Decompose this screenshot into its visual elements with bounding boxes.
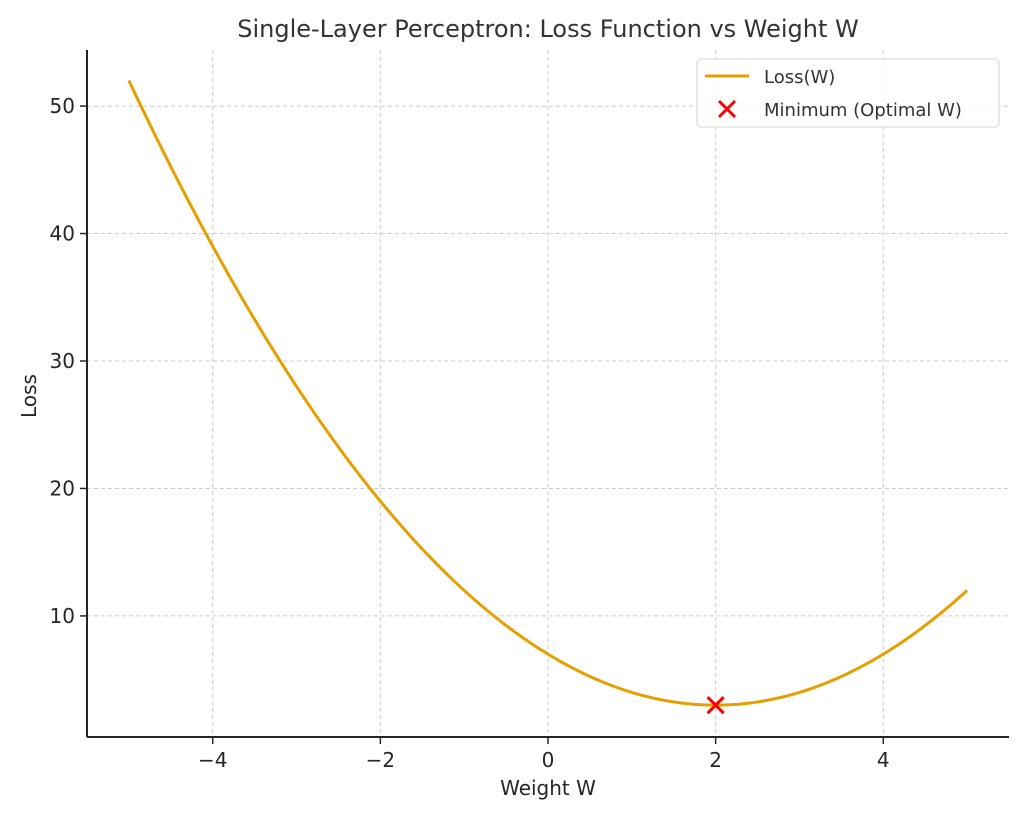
x-tick-label: −4 <box>198 748 227 772</box>
y-tick-label: 50 <box>50 94 75 118</box>
plot-area <box>127 79 969 715</box>
y-tick-label: 30 <box>50 349 75 373</box>
x-tick-label: 2 <box>709 748 722 772</box>
axes: −4 −2 0 2 4 10 20 30 40 50 <box>50 50 1009 772</box>
grid <box>87 50 1009 737</box>
minimum-marker <box>706 696 725 715</box>
y-axis-label: Loss <box>17 374 41 418</box>
x-axis-label: Weight W <box>500 776 596 800</box>
marker-stroke <box>706 696 725 715</box>
x-tick-label: 0 <box>542 748 555 772</box>
legend-marker-stroke <box>717 99 737 119</box>
legend: Loss(W) Minimum (Optimal W) <box>696 58 1000 128</box>
y-tick-label: 10 <box>50 604 75 628</box>
x-tick-label: 4 <box>877 748 890 772</box>
y-tick-label: 20 <box>50 476 75 500</box>
series-line-loss <box>127 79 969 707</box>
legend-label-minimum: Minimum (Optimal W) <box>764 100 962 121</box>
legend-frame <box>696 58 1000 128</box>
legend-label-loss: Loss(W) <box>764 67 835 88</box>
chart-title: Single-Layer Perceptron: Loss Function v… <box>237 15 859 43</box>
x-tick-label: −2 <box>366 748 395 772</box>
legend-swatch-x-marker <box>717 99 737 119</box>
y-tick-label: 40 <box>50 222 75 246</box>
